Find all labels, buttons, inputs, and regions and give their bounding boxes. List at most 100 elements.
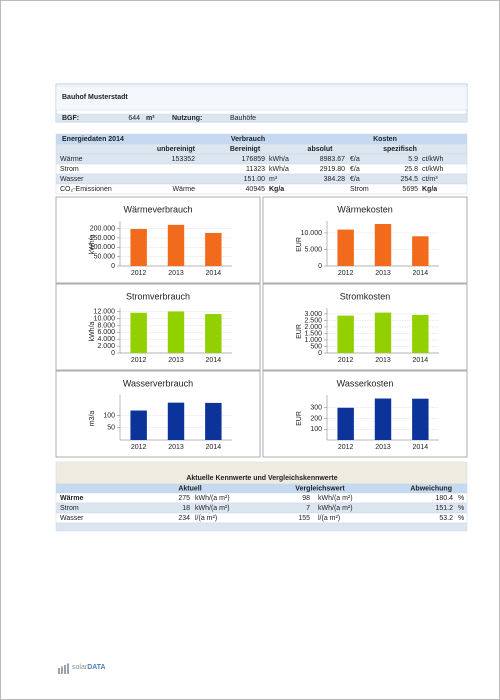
y-axis-label: EUR bbox=[296, 237, 303, 252]
bar bbox=[412, 314, 429, 353]
bar bbox=[374, 223, 392, 266]
table-cell: Wärme bbox=[172, 186, 195, 193]
bar bbox=[412, 236, 429, 266]
table-cell: 254.5 bbox=[400, 176, 418, 183]
bar bbox=[130, 410, 147, 440]
bar bbox=[337, 407, 354, 440]
group-header: Verbrauch bbox=[231, 136, 265, 143]
table-cell: ct/kWh bbox=[422, 156, 443, 163]
x-tick-label: 2014 bbox=[413, 357, 429, 364]
chart-title: Stromkosten bbox=[340, 291, 391, 301]
logo-part: solar bbox=[72, 664, 88, 671]
table-cell: kWh/a bbox=[269, 156, 289, 163]
table-cell: CO₂-Emissionen bbox=[60, 186, 112, 193]
table-cell: kWh/a bbox=[269, 166, 289, 173]
table-cell: Wasser bbox=[60, 515, 84, 522]
kennwerte-title: Aktuelle Kennwerte und Vergleichskennwer… bbox=[186, 475, 337, 482]
y-tick-label: 2.000 bbox=[304, 324, 322, 331]
y-axis-label: m3/a bbox=[89, 411, 96, 427]
table-cell: Strom bbox=[60, 505, 79, 512]
table-cell: 98 bbox=[302, 495, 310, 502]
table-cell: 176859 bbox=[242, 156, 265, 163]
x-tick-label: 2013 bbox=[168, 270, 184, 277]
table-cell: 151.2 bbox=[435, 505, 453, 512]
x-tick-label: 2012 bbox=[131, 444, 147, 451]
y-tick-label: 0 bbox=[111, 350, 115, 357]
chart-title: Stromverbrauch bbox=[126, 291, 190, 301]
table-cell: 8983.67 bbox=[320, 156, 345, 163]
table-cell: Wärme bbox=[60, 495, 83, 502]
y-tick-label: 300 bbox=[310, 405, 322, 412]
y-tick-label: 200 bbox=[310, 415, 322, 422]
logo-bar bbox=[67, 663, 69, 674]
x-tick-label: 2013 bbox=[168, 444, 184, 451]
x-tick-label: 2014 bbox=[206, 270, 222, 277]
header-row-bg bbox=[55, 113, 468, 123]
column-header: Abweichung bbox=[410, 485, 452, 492]
table-cell: Wasser bbox=[60, 176, 84, 183]
bgf-value: 644 bbox=[128, 115, 140, 122]
bgf-unit: m² bbox=[146, 115, 155, 122]
y-tick-label: 3.000 bbox=[304, 311, 322, 318]
energy-table-title: Energiedaten 2014 bbox=[62, 136, 124, 143]
bar bbox=[205, 232, 222, 266]
table-cell: 234 bbox=[178, 515, 190, 522]
table-cell: 18 bbox=[182, 505, 190, 512]
y-axis-label: EUR bbox=[296, 411, 303, 426]
table-cell: Wärme bbox=[60, 156, 83, 163]
group-header: Kosten bbox=[373, 136, 397, 143]
chart-panel bbox=[55, 196, 261, 284]
table-cell: 153352 bbox=[172, 156, 195, 163]
y-tick-label: 200.000 bbox=[90, 225, 115, 232]
x-tick-label: 2012 bbox=[338, 444, 354, 451]
bar bbox=[337, 315, 354, 353]
column-header: absolut bbox=[308, 146, 334, 153]
table-cell: kWh/(a m²) bbox=[195, 505, 230, 512]
table-cell: €/a bbox=[350, 166, 360, 173]
y-axis-label: kWh/a bbox=[89, 234, 96, 254]
table-cell: ct/kWh bbox=[422, 166, 443, 173]
y-tick-label: 0 bbox=[111, 263, 115, 270]
row-bg bbox=[55, 522, 468, 532]
table-cell: Kg/a bbox=[269, 186, 284, 193]
subheader-bg bbox=[55, 483, 468, 494]
table-cell: 2919.80 bbox=[320, 166, 345, 173]
table-cell: Kg/a bbox=[422, 186, 437, 193]
nutzung-label: Nutzung: bbox=[172, 115, 202, 122]
bar bbox=[130, 312, 147, 353]
chart-panel bbox=[55, 283, 261, 371]
table-cell: kWh/(a m²) bbox=[318, 505, 353, 512]
table-cell: kWh/(a m²) bbox=[318, 495, 353, 502]
bar bbox=[205, 314, 222, 353]
y-tick-label: 2.000 bbox=[97, 343, 115, 350]
chart-title: Wasserverbrauch bbox=[123, 378, 193, 388]
x-tick-label: 2014 bbox=[206, 357, 222, 364]
chart-panel bbox=[55, 370, 261, 458]
column-header: spezifisch bbox=[383, 146, 417, 153]
column-header: Aktuell bbox=[178, 485, 201, 492]
y-tick-label: 12.000 bbox=[94, 309, 116, 316]
y-tick-label: 8.000 bbox=[97, 322, 115, 329]
row-bg bbox=[55, 502, 468, 514]
bar bbox=[167, 224, 185, 266]
bar bbox=[337, 229, 354, 266]
table-cell: % bbox=[458, 505, 464, 512]
logo-bar bbox=[58, 668, 60, 674]
table-cell: 384.28 bbox=[324, 176, 346, 183]
header-bg bbox=[55, 85, 468, 111]
table-cell: ct/m³ bbox=[422, 176, 438, 183]
x-tick-label: 2013 bbox=[168, 357, 184, 364]
table-cell: l/(a m²) bbox=[318, 515, 340, 522]
bar bbox=[205, 402, 222, 440]
row-bg bbox=[55, 512, 468, 524]
x-tick-label: 2012 bbox=[338, 357, 354, 364]
table-cell: m³ bbox=[269, 176, 278, 183]
bar bbox=[130, 228, 147, 266]
nutzung-value: Bauhöfe bbox=[230, 115, 256, 122]
table-cell: 5695 bbox=[402, 186, 418, 193]
table-cell: % bbox=[458, 495, 464, 502]
chart-panel bbox=[262, 370, 468, 458]
y-tick-label: 10.000 bbox=[301, 230, 323, 237]
x-tick-label: 2012 bbox=[338, 270, 354, 277]
